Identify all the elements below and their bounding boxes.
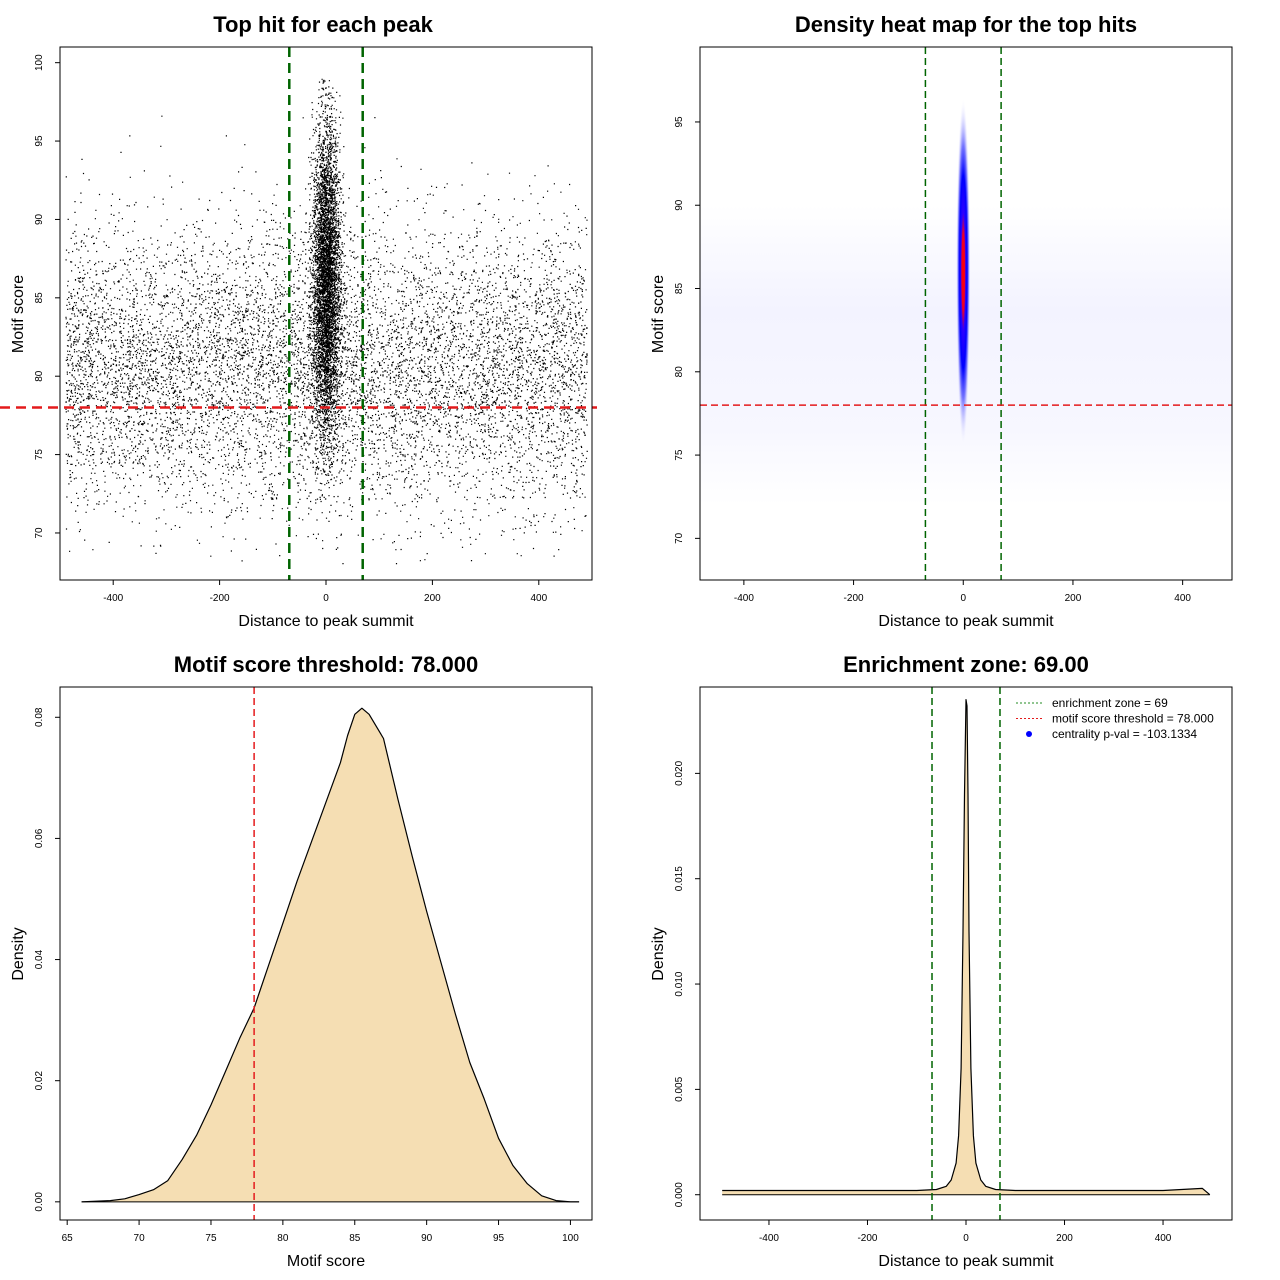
x-tick-label: -200 xyxy=(844,593,864,604)
legend-label: motif score threshold = 78.000 xyxy=(1052,712,1214,726)
plot-frame xyxy=(699,46,1233,581)
x-tick-label: 400 xyxy=(1155,1233,1172,1244)
legend-label: enrichment zone = 69 xyxy=(1052,696,1168,710)
plot-frame xyxy=(59,686,593,1221)
x-tick-label: 85 xyxy=(349,1233,361,1244)
x-tick-label: 70 xyxy=(134,1233,146,1244)
y-tick-label: 0.005 xyxy=(674,1076,685,1101)
x-tick-label: 400 xyxy=(1174,593,1191,604)
x-axis-label: Distance to peak summit xyxy=(878,1253,1054,1270)
scatter-points xyxy=(65,78,588,565)
scatter-point-cloud xyxy=(65,78,588,565)
y-tick-label: 75 xyxy=(674,449,685,461)
chart-title: Motif score threshold: 78.000 xyxy=(174,652,478,677)
y-tick-label: 70 xyxy=(34,527,45,539)
y-tick-label: 0.010 xyxy=(674,971,685,996)
panel-heatmap: Density heat map for the top hits -400 -2… xyxy=(650,12,1233,630)
y-tick-label: 0.015 xyxy=(674,866,685,891)
panel-scatter: Top hit for each peak -400 -200 0 200 400 70… xyxy=(0,12,597,630)
y-axis-label: Motif score xyxy=(650,275,667,353)
x-tick-label: 200 xyxy=(424,593,441,604)
y-tick-label: 0.08 xyxy=(34,707,45,727)
y-tick-label: 85 xyxy=(34,292,45,304)
y-tick-label: 0.020 xyxy=(674,760,685,785)
plot-area xyxy=(700,47,1232,580)
y-axis: 0.00 0.02 0.04 0.06 0.08 xyxy=(34,707,60,1212)
y-axis: 0.000 0.005 0.010 0.015 0.020 xyxy=(674,760,700,1207)
y-axis: 70 75 80 85 90 95 100 xyxy=(34,54,60,539)
x-tick-label: -200 xyxy=(857,1233,877,1244)
x-axis: -400 -200 0 200 400 xyxy=(103,580,548,604)
chart-title: Density heat map for the top hits xyxy=(795,12,1137,37)
x-tick-label: 95 xyxy=(493,1233,505,1244)
y-tick-label: 90 xyxy=(674,199,685,211)
y-tick-label: 0.06 xyxy=(34,828,45,848)
y-tick-label: 80 xyxy=(674,366,685,378)
x-axis-label: Motif score xyxy=(287,1253,365,1270)
y-tick-label: 95 xyxy=(34,135,45,147)
heatmap-density-peak xyxy=(956,96,971,447)
x-tick-label: 400 xyxy=(530,593,547,604)
x-tick-label: -400 xyxy=(759,1233,779,1244)
plot-area xyxy=(81,687,580,1220)
density-line xyxy=(722,699,1211,1196)
x-axis: -400 -200 0 200 400 xyxy=(759,1220,1172,1244)
y-tick-label: 90 xyxy=(34,213,45,225)
legend: enrichment zone = 69 motif score threshol… xyxy=(1016,696,1214,741)
x-tick-label: 200 xyxy=(1065,593,1082,604)
heatmap-cells xyxy=(700,96,1232,506)
y-tick-label: 0.000 xyxy=(674,1182,685,1207)
legend-marker xyxy=(1026,731,1032,737)
y-tick-label: 80 xyxy=(34,370,45,382)
density-line xyxy=(81,707,580,1203)
plot-area xyxy=(0,47,597,580)
x-tick-label: 200 xyxy=(1056,1233,1073,1244)
y-tick-label: 0.00 xyxy=(34,1192,45,1212)
x-axis: -400 -200 0 200 400 xyxy=(734,580,1191,604)
y-tick-label: 70 xyxy=(674,532,685,544)
legend-label: centrality p-val = -103.1334 xyxy=(1052,727,1197,741)
density-area xyxy=(722,699,1210,1195)
y-tick-label: 85 xyxy=(674,283,685,295)
panel-position-density: Enrichment zone: 69.00 -400 -200 0 200 400 0… xyxy=(650,652,1233,1270)
x-tick-label: -200 xyxy=(210,593,230,604)
y-axis-label: Motif score xyxy=(10,275,27,353)
x-tick-label: -400 xyxy=(103,593,123,604)
x-tick-label: -400 xyxy=(734,593,754,604)
x-axis-label: Distance to peak summit xyxy=(878,613,1054,630)
y-tick-label: 95 xyxy=(674,116,685,128)
x-axis-label: Distance to peak summit xyxy=(238,613,414,630)
plot-area xyxy=(722,687,1211,1220)
chart-title: Top hit for each peak xyxy=(213,12,433,37)
y-axis-label: Density xyxy=(10,927,27,980)
chart-title: Enrichment zone: 69.00 xyxy=(843,652,1089,677)
y-axis-label: Density xyxy=(650,927,667,980)
x-tick-label: 0 xyxy=(960,593,966,604)
panel-score-density: Motif score threshold: 78.000 65 70 75 80 85… xyxy=(10,652,593,1270)
x-tick-label: 90 xyxy=(421,1233,433,1244)
x-tick-label: 80 xyxy=(277,1233,289,1244)
x-tick-label: 0 xyxy=(963,1233,969,1244)
x-tick-label: 0 xyxy=(323,593,329,604)
x-tick-label: 65 xyxy=(62,1233,74,1244)
x-tick-label: 75 xyxy=(205,1233,217,1244)
y-tick-label: 100 xyxy=(34,54,45,71)
x-tick-label: 100 xyxy=(562,1233,579,1244)
y-tick-label: 0.02 xyxy=(34,1071,45,1091)
y-tick-label: 75 xyxy=(34,449,45,461)
x-axis: 65 70 75 80 85 90 95 100 xyxy=(62,1220,579,1244)
density-area xyxy=(81,708,580,1202)
y-tick-label: 0.04 xyxy=(34,949,45,969)
y-axis: 70 75 80 85 90 95 xyxy=(674,116,700,544)
